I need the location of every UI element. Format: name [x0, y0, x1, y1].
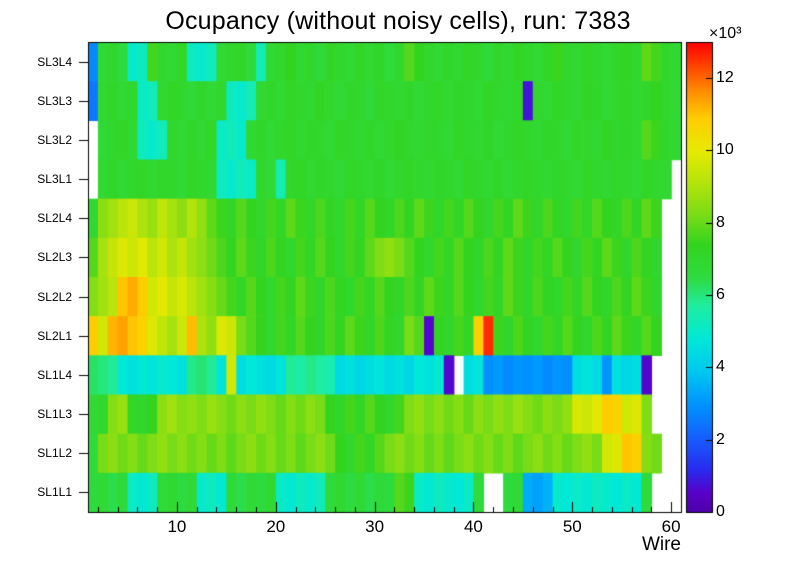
heatmap-canvas [0, 0, 796, 572]
occupancy-figure: Ocupancy (without noisy cells), run: 738… [0, 0, 796, 572]
